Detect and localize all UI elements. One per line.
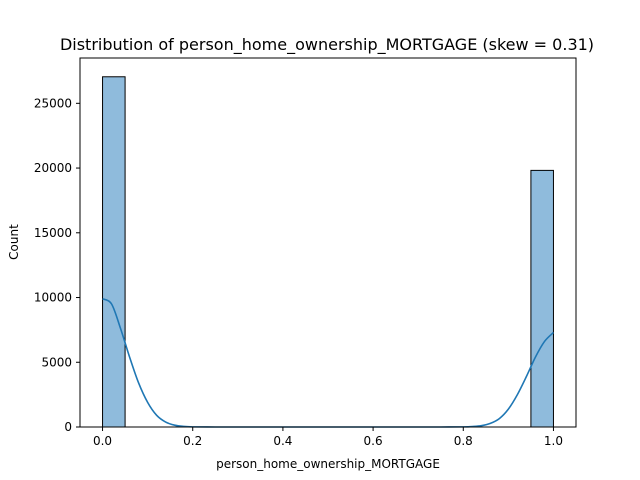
y-tick-label: 5000 (41, 355, 72, 369)
x-tick-label: 0.6 (364, 434, 383, 448)
histogram-bar-0 (102, 76, 126, 428)
bars-group (102, 76, 554, 428)
kde-line (102, 298, 555, 428)
x-tick-label: 0.4 (273, 434, 292, 448)
x-tick-label: 1.0 (544, 434, 563, 448)
y-tick-label: 0 (64, 420, 72, 434)
x-axis-label: person_home_ownership_MORTGAGE (216, 457, 440, 471)
x-tick-label: 0.2 (183, 434, 202, 448)
kde-group (102, 298, 555, 428)
histogram-bar-1 (530, 169, 554, 428)
y-tick-label: 20000 (34, 161, 72, 175)
y-tick-label: 15000 (34, 226, 72, 240)
y-tick-label: 10000 (34, 291, 72, 305)
plot-area-frame (79, 57, 577, 428)
x-tick-label: 0.0 (93, 434, 112, 448)
x-axis-ticks: 0.0 0.2 0.4 0.6 0.8 1.0 (93, 427, 563, 448)
chart-title: Distribution of person_home_ownership_MO… (60, 35, 594, 55)
y-tick-label: 25000 (34, 96, 72, 110)
y-axis-label: Count (7, 224, 21, 260)
x-tick-label: 0.8 (454, 434, 473, 448)
y-axis-ticks: 0 5000 10000 15000 20000 25000 (34, 96, 80, 434)
